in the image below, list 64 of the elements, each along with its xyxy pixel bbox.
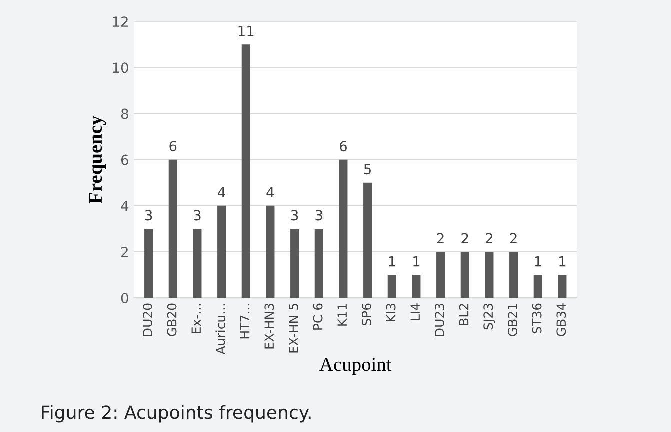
bar xyxy=(388,275,396,298)
data-label: 5 xyxy=(364,164,371,175)
caption: Figure 2: Acupoints frequency. xyxy=(42,405,311,423)
bar xyxy=(558,275,567,298)
y-tick-label: 4 xyxy=(121,201,129,212)
x-tick-label: EX-HN 5 xyxy=(289,304,298,353)
data-label: 11 xyxy=(238,26,254,36)
x-tick-label: HT7... xyxy=(240,304,250,339)
bar xyxy=(339,160,348,298)
bar xyxy=(534,275,542,298)
data-label: 2 xyxy=(510,233,517,244)
data-label: 3 xyxy=(194,210,201,221)
x-tick-label: Auricu... xyxy=(216,304,226,355)
bar xyxy=(290,228,300,298)
x-tick-label: Ex-... xyxy=(192,304,201,334)
x-tick-label: SP6 xyxy=(362,304,372,326)
x-tick-label: LI4 xyxy=(410,304,420,320)
bar xyxy=(266,206,275,298)
x-tick-label: ST36 xyxy=(532,304,542,334)
data-label: 3 xyxy=(316,210,322,221)
data-label: 2 xyxy=(437,233,444,244)
bar xyxy=(218,206,226,298)
data-label: 2 xyxy=(462,233,468,244)
y-tick-label: 8 xyxy=(121,108,128,120)
bar xyxy=(485,252,494,298)
x-tick-label: GB20 xyxy=(167,304,177,336)
x-tick-label: KI3 xyxy=(386,304,396,322)
bar xyxy=(168,160,178,298)
x-axis-title: Acupoint xyxy=(320,358,392,376)
data-label: 6 xyxy=(170,141,177,152)
x-tick-label: SJ23 xyxy=(484,304,496,330)
x-tick-label: EX-HN3 xyxy=(264,304,274,349)
y-axis-title: Frequency xyxy=(89,116,106,204)
bar xyxy=(460,252,470,298)
data-label: 1 xyxy=(560,256,566,267)
bar xyxy=(144,228,154,298)
x-tick-label: PC 6 xyxy=(313,304,323,330)
data-label: 1 xyxy=(414,256,420,267)
x-tick-label: DU20 xyxy=(142,304,152,336)
x-tick-label: BL2 xyxy=(459,304,469,326)
data-label: 4 xyxy=(218,187,226,198)
y-tick-label: 6 xyxy=(121,154,128,166)
x-tick-label: DU23 xyxy=(434,304,444,336)
y-tick-label: 10 xyxy=(113,62,128,74)
y-tick-label: 2 xyxy=(122,246,128,258)
data-label: 3 xyxy=(291,210,298,221)
y-tick-label: 12 xyxy=(113,16,128,27)
x-tick-label: GB21 xyxy=(508,304,518,336)
bar xyxy=(412,275,421,298)
data-label: 4 xyxy=(266,187,274,198)
x-tick-label: K11 xyxy=(338,304,347,326)
bar xyxy=(436,252,446,298)
bar xyxy=(193,228,202,298)
data-label: 1 xyxy=(389,256,396,267)
bar xyxy=(242,44,250,298)
y-tick-label: 0 xyxy=(121,293,128,304)
bar xyxy=(364,182,372,298)
data-label: 6 xyxy=(340,141,348,152)
data-label: 1 xyxy=(535,256,542,267)
data-label: 2 xyxy=(486,233,492,244)
bar xyxy=(314,228,324,298)
x-tick-label: GB34 xyxy=(556,304,566,336)
bar xyxy=(510,252,518,298)
data-label: 3 xyxy=(145,210,152,221)
